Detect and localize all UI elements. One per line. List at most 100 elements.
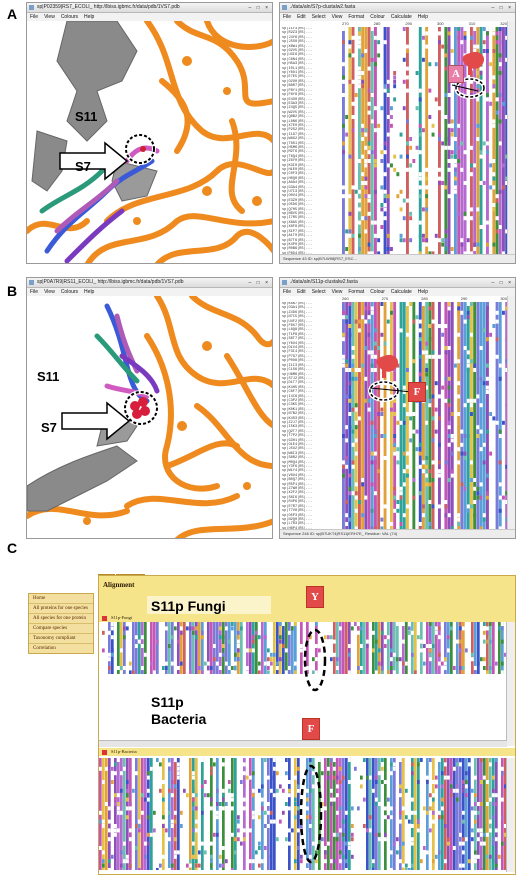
sequence-id[interactable]: sp|N6V5|RS|... [282, 212, 313, 217]
sequence-id[interactable]: sp|U4F2|RS|... [282, 319, 313, 324]
sequence-id[interactable]: sp|N7C5|RS|... [282, 315, 313, 320]
sequence-id[interactable]: sp|I4C6|RS|... [282, 394, 313, 399]
sequence-id[interactable]: sp|J4Y6|RS|... [282, 35, 313, 40]
sequence-id[interactable]: sp|K8N7|RS|... [282, 302, 313, 306]
nav-all-proteins-one-species[interactable]: All proteins for one species [29, 604, 93, 614]
sequence-id[interactable]: sp|N2Q0|RS|... [282, 517, 313, 522]
menu-view[interactable]: View [44, 14, 55, 20]
sequence-id[interactable]: sp|K0K1|RS|... [282, 407, 313, 412]
sequence-id[interactable]: sp|I1I3|RS|... [282, 363, 313, 368]
nav-all-species-one-protein[interactable]: All species for one protein [29, 614, 93, 624]
menu-help[interactable]: Help [84, 289, 95, 295]
sequence-id[interactable]: sp|P2S2|RS|... [282, 128, 313, 133]
sequence-id[interactable]: sp|I7R5|RS|... [282, 216, 313, 221]
sequence-id[interactable]: sp|L7R3|RS|... [282, 522, 313, 527]
sequence-id[interactable]: sp|B0Q7|RS|... [282, 478, 313, 483]
sequence-id[interactable]: sp|T1P8|RS|... [282, 332, 313, 337]
sequence-id[interactable]: sp|J5S0|RS|... [282, 40, 313, 45]
sequence-id[interactable]: sp|O2U0|RS|... [282, 79, 313, 84]
menu-calculate[interactable]: Calculate [390, 289, 412, 295]
sequence-id[interactable]: sp|C0F3|RS|... [282, 172, 313, 177]
sequence-id[interactable]: sp|P0O8|RS|... [282, 359, 313, 364]
sequence-id[interactable]: sp|X2F2|RS|... [282, 491, 313, 496]
sequence-id[interactable]: sp|R5P1|RS|... [282, 482, 313, 487]
sequence-id[interactable]: sp|D1V4|RS|... [282, 346, 313, 351]
nav-home[interactable]: Home [29, 594, 93, 604]
menu-file[interactable]: File [30, 289, 39, 295]
window-controls[interactable]: – □ × [248, 280, 270, 286]
sequence-id[interactable]: sp|F6X7|RS|... [282, 324, 313, 329]
nav-correlation[interactable]: Correlation [33, 646, 56, 651]
sequence-id-list[interactable]: sp|K8N7|RS|... sp|O3A1|RS|... sp|Z4D6|RS|.… [280, 302, 340, 530]
sequence-id[interactable]: sp|C1S6|RS|... [282, 368, 313, 373]
menu-colours[interactable]: Colours [60, 289, 79, 295]
menu-format[interactable]: Format [348, 289, 365, 295]
3d-structure-viewport[interactable]: S11 S7 [27, 21, 272, 263]
sequence-id[interactable]: sp|F8Y8|RS|... [282, 93, 313, 98]
menu-view[interactable]: View [44, 289, 55, 295]
sequence-id[interactable]: sp|B8R7|RS|... [282, 84, 313, 89]
sequence-id[interactable]: sp|G3A4|RS|... [282, 185, 313, 190]
sequence-id[interactable]: sp|K4S3|RS|... [282, 416, 313, 421]
menu-view[interactable]: View [331, 14, 343, 20]
nav-taxonomy-compliant[interactable]: Taxonomy compliant [29, 634, 93, 644]
sequence-id[interactable]: sp|R0B6|RS|... [282, 247, 313, 252]
vertical-scrollbar-bacteria[interactable] [506, 758, 515, 872]
menu-help[interactable]: Help [417, 14, 429, 20]
sequence-id[interactable]: sp|E3A3|RS|... [282, 101, 313, 106]
menu-edit[interactable]: Edit [297, 289, 306, 295]
sequence-id[interactable]: sp|O5D6|RS|... [282, 203, 313, 208]
sequence-id[interactable]: sp|T7V8|RS|... [282, 509, 313, 514]
menu-edit[interactable]: Edit [297, 14, 306, 20]
sequence-id[interactable]: sp|S8I6|RS|... [282, 495, 313, 500]
sequence-id[interactable]: sp|W1Y4|RS|... [282, 469, 313, 474]
sequence-id[interactable]: sp|D1T7|RS|... [282, 381, 313, 386]
sequence-id[interactable]: sp|Z2J7|RS|... [282, 420, 313, 425]
nav-compare-species[interactable]: Compare species [29, 624, 93, 634]
sequence-id[interactable]: sp|U7I3|RS|... [282, 190, 313, 195]
sequence-id[interactable]: sp|O3A1|RS|... [282, 306, 313, 311]
sequence-id[interactable]: sp|H5A3|RS|... [282, 62, 313, 67]
section-bar-bacteria[interactable]: S11p-Bacteria [99, 748, 515, 756]
sequence-id[interactable]: sp|W8G2|RS|... [282, 137, 313, 142]
alignment-columns[interactable] [342, 302, 509, 530]
menu-select[interactable]: Select [311, 14, 326, 20]
sequence-id[interactable]: sp|Y3F6|RS|... [282, 465, 313, 470]
vertical-scrollbar-fungi[interactable] [506, 622, 515, 746]
sequence-id[interactable]: sp|Q7H5|RS|... [282, 207, 313, 212]
sequence-id[interactable]: sp|F3I4|RS|... [282, 350, 313, 355]
menu-select[interactable]: Select [311, 289, 326, 295]
sequence-id[interactable]: sp|K4H5|RS|... [282, 385, 313, 390]
window-controls[interactable]: – □ × [491, 5, 513, 11]
sequence-id[interactable]: sp|C3K5|RS|... [282, 403, 313, 408]
sequence-id[interactable]: sp|N7B2|RS|... [282, 412, 313, 417]
sequence-id[interactable]: sp|T7P2|RS|... [282, 434, 313, 439]
menu-colour[interactable]: Colour [370, 289, 385, 295]
vertical-scrollbar[interactable] [507, 21, 515, 255]
menu-help[interactable]: Help [417, 289, 429, 295]
sequence-id[interactable]: sp|H6P4|RS|... [280, 527, 340, 530]
sequence-id[interactable]: sp|Z7W0|RS|... [282, 487, 313, 492]
sequence-id[interactable]: sp|S1P7|RS|... [282, 229, 313, 234]
sequence-id[interactable]: sp|G2V5|RS|... [282, 49, 313, 54]
alignment-columns[interactable] [342, 27, 509, 255]
sequence-id[interactable]: sp|P7G7|RS|... [282, 354, 313, 359]
sequence-id[interactable]: sp|Y8O1|RS|... [282, 71, 313, 76]
sequence-id[interactable]: sp|U6M6|RS|... [282, 372, 313, 377]
sequence-id[interactable]: sp|O0V4|RS|... [282, 194, 313, 199]
window-controls[interactable]: – □ × [248, 5, 270, 11]
menu-colours[interactable]: Colours [60, 14, 79, 20]
sequence-id[interactable]: sp|V8U4|RS|... [282, 473, 313, 478]
sequence-id[interactable]: sp|Y6U4|RS|... [282, 341, 313, 346]
alignment-block-bacteria[interactable] [99, 758, 507, 870]
sequence-id[interactable]: sp|S7J2|RS|... [282, 376, 313, 381]
sequence-id[interactable]: sp|W6I3|RS|... [282, 451, 313, 456]
sequence-id[interactable]: sp|L8Q8|RS|... [282, 328, 313, 333]
expand-icon[interactable] [102, 615, 107, 621]
menu-colour[interactable]: Colour [370, 14, 385, 20]
sequence-id[interactable]: sp|X6W1|RS|... [282, 44, 313, 49]
sequence-id[interactable]: sp|T6Q4|RS|... [282, 154, 313, 159]
window-controls[interactable]: – □ × [491, 280, 513, 286]
sequence-id[interactable]: sp|K4P0|RS|... [282, 242, 313, 247]
sequence-id[interactable]: sp|P8Y1|RS|... [282, 88, 313, 93]
